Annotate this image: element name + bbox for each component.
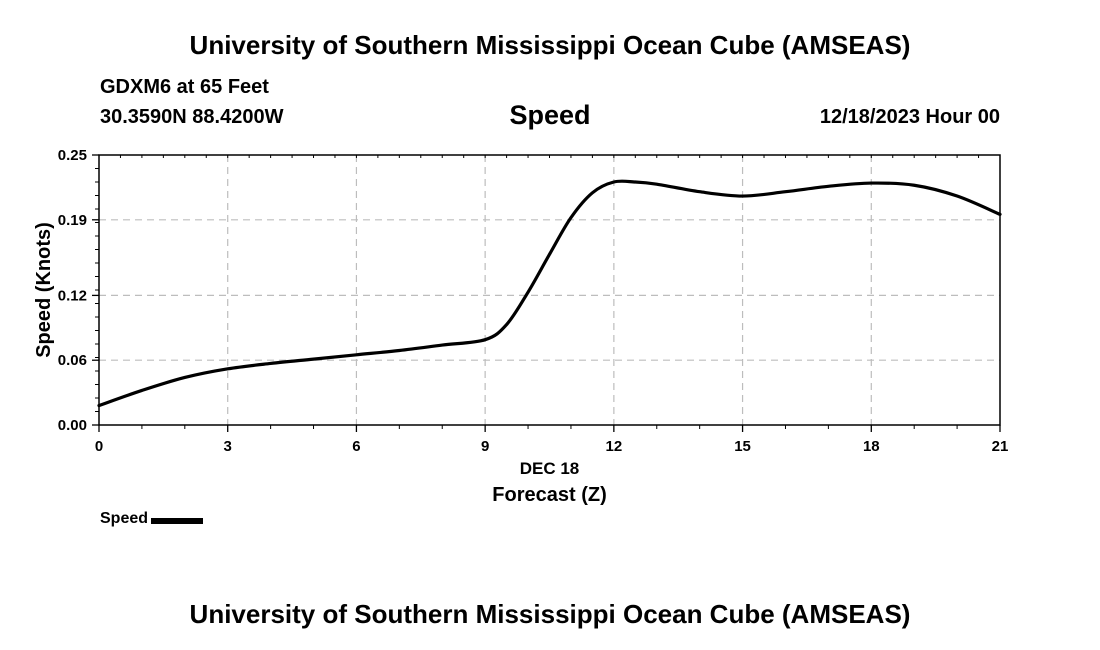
footer-title: University of Southern Mississippi Ocean… xyxy=(189,599,911,629)
series-layer xyxy=(97,179,1002,408)
main-title: University of Southern Mississippi Ocean… xyxy=(189,30,911,60)
y-tick-label: 0.19 xyxy=(58,212,87,229)
forecast-datetime: 12/18/2023 Hour 00 xyxy=(819,106,1000,128)
plot-frame xyxy=(98,154,1001,426)
x-tick-label: 21 xyxy=(992,438,1009,455)
coordinates-label: 30.3590N 88.4200W xyxy=(100,106,284,128)
x-tick-label: 18 xyxy=(863,438,880,455)
y-tick-label: 0.12 xyxy=(58,287,87,304)
x-tick-label: 3 xyxy=(224,438,232,455)
legend-swatch xyxy=(151,518,204,524)
y-tick-label: 0.06 xyxy=(58,352,87,369)
x-tick-label: 12 xyxy=(606,438,623,455)
legend-label: Speed xyxy=(100,510,149,527)
chart-title: Speed xyxy=(509,100,591,130)
tick-labels: 0 3 6 9 12 15 18 21 0.00 0.06 0.12 0.19 0.25 xyxy=(58,147,1009,455)
station-label: GDXM6 at 65 Feet xyxy=(100,76,269,98)
x-tick-label: 6 xyxy=(352,438,360,455)
x-axis-title: Forecast (Z) xyxy=(492,484,606,506)
y-tick-label: 0.25 xyxy=(58,147,87,164)
x-tick-label: 0 xyxy=(95,438,103,455)
series-line-speed xyxy=(97,179,1002,408)
grid-lines xyxy=(99,155,1000,425)
legend: Speed xyxy=(100,510,204,528)
y-tick-label: 0.00 xyxy=(58,417,87,434)
x-axis-date-label: DEC 18 xyxy=(520,459,580,478)
y-axis-title: Speed (Knots) xyxy=(33,222,55,358)
axis-ticks xyxy=(92,154,1001,432)
x-tick-label: 9 xyxy=(481,438,489,455)
x-tick-label: 15 xyxy=(734,438,751,455)
